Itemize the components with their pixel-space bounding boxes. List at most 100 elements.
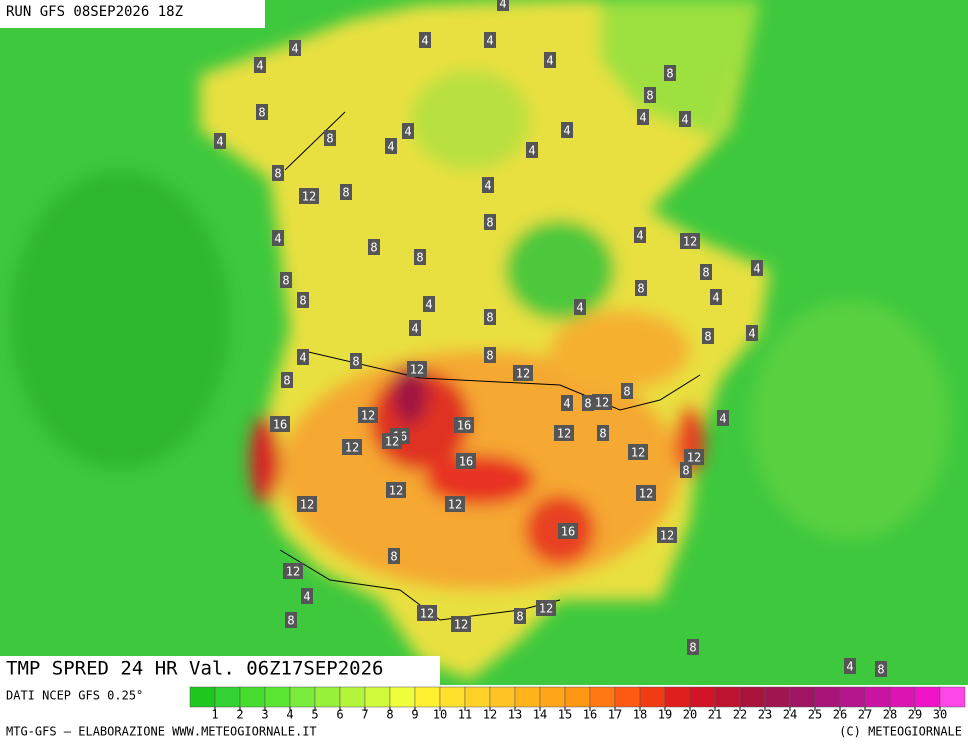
tick-label: 10 [433,708,447,722]
label-box [409,320,421,336]
contour-label: 4 [546,54,553,68]
contour-label: 8 [682,464,689,478]
tick-label: 15 [558,708,572,722]
contour-label: 4 [274,232,281,246]
color-box [414,686,441,708]
label-box [680,462,692,478]
contour-label: 8 [287,614,294,628]
contour-label: 4 [425,298,432,312]
label-box [514,608,526,624]
label-box [554,425,574,441]
color-box [739,686,766,708]
contour-label: 4 [291,42,298,56]
label-box [419,32,431,48]
label-box [280,272,292,288]
contour-label: 8 [326,132,333,146]
label-box [679,111,691,127]
color-box [939,686,966,708]
source: DATI NCEP GFS 0.25° [6,689,143,703]
credit: MTG-GFS — ELABORAZIONE WWW.METEOGIORNALE… [6,725,317,739]
label-box [270,416,290,432]
label-box [536,600,556,616]
label-box [482,177,494,193]
contour-label: 8 [599,427,606,441]
label-box [526,142,538,158]
contour-label: 4 [528,144,535,158]
contour-label: 12 [539,602,553,616]
label-box [358,407,378,423]
tick-label: 12 [483,708,497,722]
color-box [614,686,641,708]
tick-label: 24 [783,708,797,722]
label-box [621,383,633,399]
label-box [680,233,700,249]
contour-label: 16 [273,418,287,432]
contour-label: 16 [459,455,473,469]
contour-label: 4 [748,327,755,341]
tick-label: 8 [386,708,393,722]
contour-label: 8 [486,216,493,230]
color-box [239,686,266,708]
color-box [564,686,591,708]
contour-label: 8 [689,641,696,655]
copyright: (C) METEOGIORNALE [839,725,962,739]
tick-label: 16 [583,708,597,722]
contour-label: 12 [639,487,653,501]
contour-label: 12 [687,451,701,465]
label-box [644,87,656,103]
contour-label: 8 [516,610,523,624]
color-box [489,686,516,708]
label-box [657,527,677,543]
contour-label: 4 [486,34,493,48]
contour-label: 8 [704,330,711,344]
contour-label: 12 [345,441,359,455]
color-box [264,686,291,708]
label-box [445,496,465,512]
header-box [0,0,265,28]
label-box [456,453,476,469]
color-box [389,686,416,708]
contour-label: 8 [416,251,423,265]
contour-label: 4 [636,229,643,243]
contour-label: 8 [299,294,306,308]
label-box [299,188,319,204]
label-box [350,353,362,369]
contour-label: 4 [563,124,570,138]
tick-label: 30 [933,708,947,722]
contour-label: 8 [646,89,653,103]
tick-label: 26 [833,708,847,722]
label-box [382,433,402,449]
label-box [407,361,427,377]
label-box [637,109,649,125]
contour-label: 4 [576,301,583,315]
field [10,0,950,680]
contour-label: 8 [666,67,673,81]
tick-label: 5 [311,708,318,722]
contour-label: 4 [484,179,491,193]
title-box [0,656,440,686]
label-box [628,444,648,460]
color-box [589,686,616,708]
label-box [272,165,284,181]
color-box [789,686,816,708]
label-box [451,616,471,632]
contour-label: 8 [274,167,281,181]
label-box [289,40,301,56]
tick-label: 1 [211,708,218,722]
contour-label: 8 [342,186,349,200]
color-box [539,686,566,708]
color-box [839,686,866,708]
tick-label: 14 [533,708,547,722]
tick-label: 20 [683,708,697,722]
contour-label: 12 [361,409,375,423]
color-box [364,686,391,708]
tick-label: 18 [633,708,647,722]
contour-label: 12 [557,427,571,441]
tick-label: 25 [808,708,822,722]
contour-label: 4 [411,322,418,336]
label-box [484,347,496,363]
color-box [464,686,491,708]
contour-label: 12 [454,618,468,632]
contour-label: 12 [385,435,399,449]
